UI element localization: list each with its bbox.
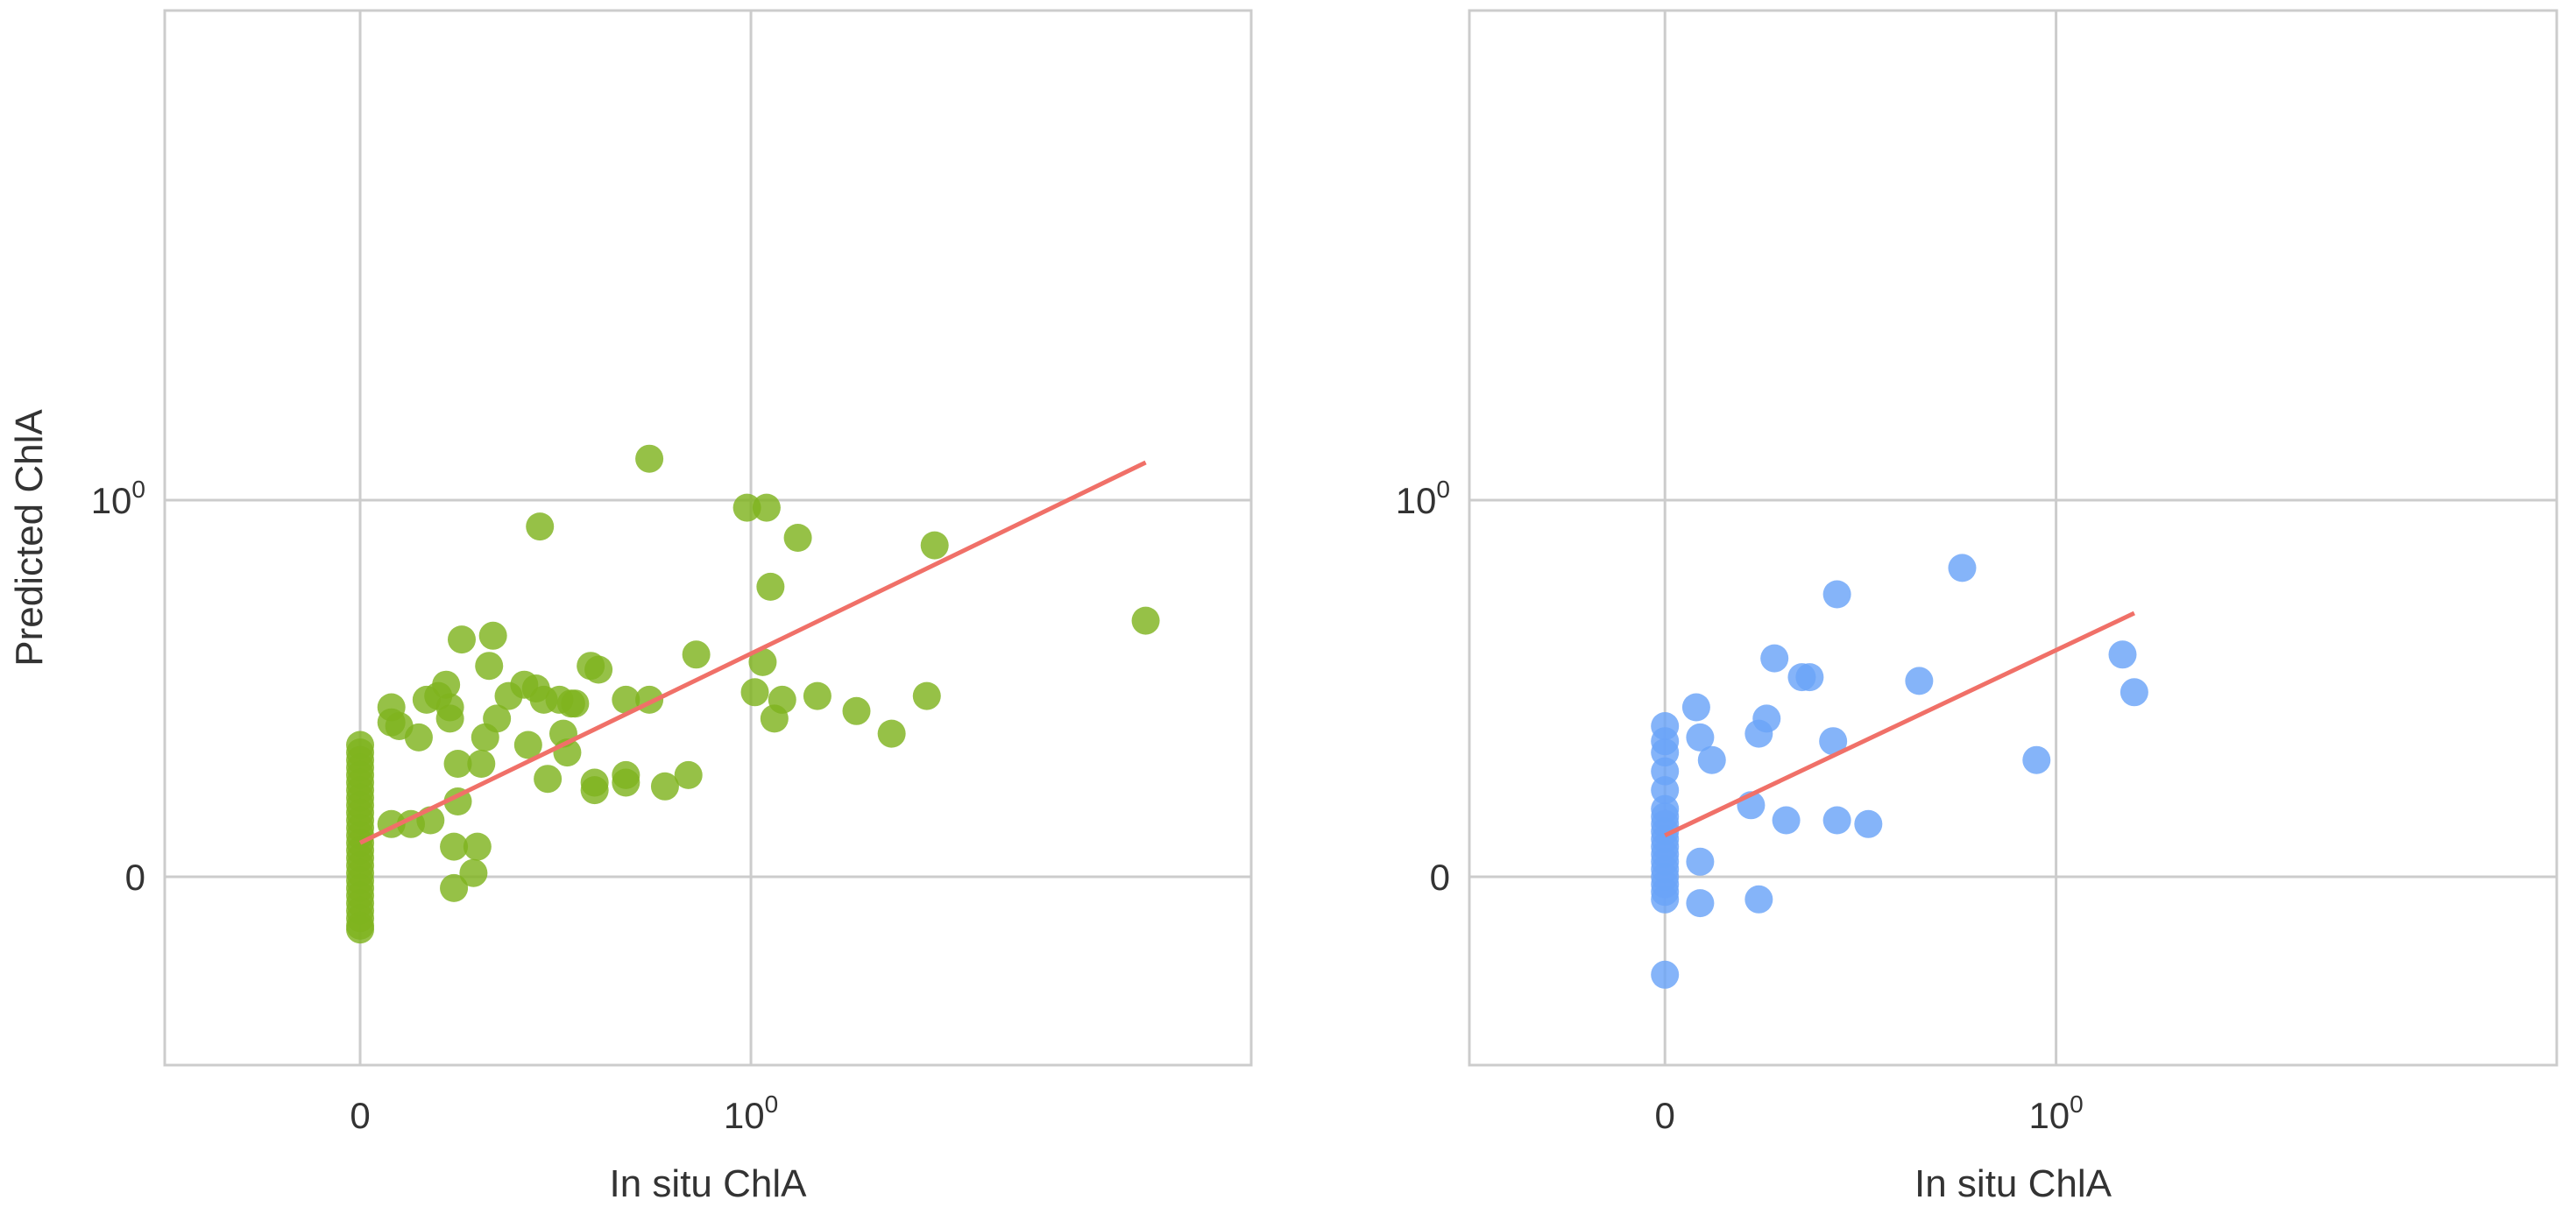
scatter-point (756, 572, 785, 601)
scatter-point (1905, 667, 1934, 695)
scatter-point (612, 685, 640, 714)
scatter-point (475, 652, 504, 681)
scatter-point (478, 621, 507, 650)
scatter-point (2120, 678, 2148, 707)
scatter-point (513, 731, 542, 759)
scatter-point (447, 625, 476, 654)
scatter-point (1772, 806, 1801, 835)
scatter-point (650, 772, 679, 801)
scatter-point (1651, 885, 1680, 914)
scatter-point (1131, 606, 1160, 635)
scatter-point (768, 685, 796, 714)
scatter-point (526, 512, 555, 541)
scatter-point (1744, 885, 1773, 914)
scatter-point (842, 696, 871, 725)
x-tick-label: 100 (2028, 1091, 2083, 1136)
scatter-point (1686, 723, 1715, 752)
y-tick-label: 0 (125, 857, 145, 898)
x-tick-label: 0 (350, 1095, 370, 1136)
scatter-point (1686, 847, 1715, 876)
scatter-point (635, 444, 664, 473)
regression-line (1664, 611, 2135, 837)
scatter-point (1760, 644, 1789, 673)
scatter-point (467, 750, 496, 778)
scatter-point (463, 832, 492, 861)
plot-frame (163, 9, 1253, 1067)
scatter-point (920, 531, 949, 560)
scatter-point (1681, 693, 1710, 722)
x-tick-label: 0 (1655, 1095, 1675, 1136)
scatter-point (443, 750, 472, 778)
subplot-right: 0 100 0 100 In situ ChlA (1396, 9, 2558, 1205)
scatter-point (534, 765, 563, 794)
scatter-point (612, 768, 640, 797)
x-tick-label: 100 (724, 1091, 778, 1136)
scatter-point (783, 524, 812, 552)
scatter-point (803, 681, 832, 710)
y-tick-label: 100 (91, 476, 145, 521)
scatter-point (2022, 745, 2051, 774)
scatter-point (912, 681, 941, 710)
scatter-point (674, 760, 703, 789)
scatter-point (483, 704, 512, 733)
x-axis-label: In situ ChlA (1914, 1162, 2112, 1205)
scatter-point (435, 704, 464, 733)
y-tick-label: 100 (1396, 476, 1450, 521)
subplot-left: 0 100 0 100 In situ ChlA Predicted ChlA (8, 9, 1253, 1205)
scatter-point (682, 640, 711, 669)
scatter-point (346, 915, 375, 944)
scatter-point (1822, 806, 1851, 835)
scatter-point (404, 723, 433, 752)
scatter-point (1854, 809, 1883, 838)
scatter-point (432, 670, 461, 699)
scatter-point (1819, 727, 1848, 756)
scatter-point (877, 719, 906, 748)
scatter-point (732, 493, 761, 522)
scatter-point (561, 689, 590, 718)
x-axis-label: In situ ChlA (610, 1162, 808, 1205)
scatter-point (584, 655, 613, 684)
scatter-point (1697, 745, 1726, 774)
scatter-point (1752, 704, 1781, 733)
scatter-point (1686, 889, 1715, 918)
regression-line (358, 460, 1147, 845)
scatter-point (1651, 960, 1680, 989)
scatter-point (459, 858, 488, 887)
y-tick-label: 0 (1430, 857, 1450, 898)
scatter-point (580, 776, 609, 805)
scatter-point (748, 647, 777, 676)
scatter-point (752, 493, 781, 522)
scatter-point (440, 832, 469, 861)
scatter-point (1822, 580, 1851, 609)
scatter-point (1948, 554, 1977, 582)
plot-frame (1468, 9, 2558, 1067)
scatter-point (1795, 663, 1824, 692)
scatter-point (2108, 640, 2137, 669)
scatter-point (440, 873, 469, 902)
y-axis-label: Predicted ChlA (8, 409, 51, 667)
scatter-point (740, 678, 769, 707)
